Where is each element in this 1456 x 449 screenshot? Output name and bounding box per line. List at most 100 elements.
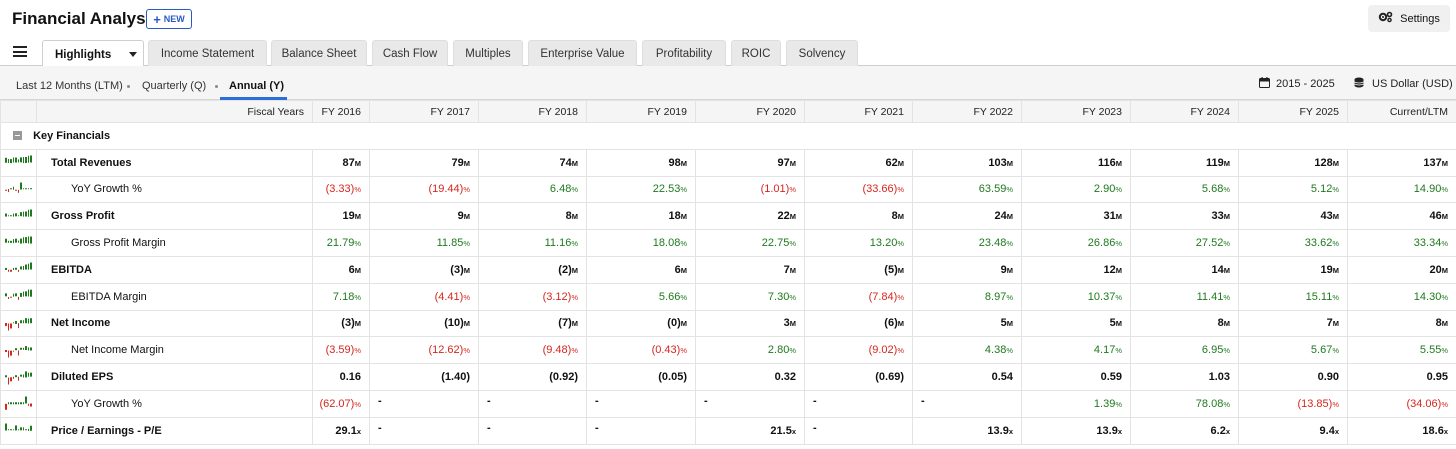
period-annual[interactable]: Annual (Y) — [229, 80, 284, 92]
unit-label: % — [1115, 346, 1122, 356]
column-header[interactable]: FY 2021 — [804, 100, 913, 123]
value-cell: (5)M — [804, 255, 913, 284]
unit-label: M — [571, 158, 578, 168]
table-row: Diluted EPS 0.16 (1.40) (0.92) (0.05) 0.32 (0.… — [0, 363, 1456, 391]
value-cell: 6.95% — [1130, 336, 1239, 365]
sparkline-cell[interactable] — [0, 148, 37, 177]
value-cell: 21.79% — [312, 229, 370, 257]
sparkline-cell[interactable] — [0, 389, 37, 418]
unit-label: M — [680, 158, 687, 168]
cell-value: 31 — [1103, 210, 1116, 223]
unit-label: % — [897, 292, 904, 302]
column-header[interactable]: FY 2024 — [1130, 100, 1239, 123]
sparkline-cell[interactable] — [0, 416, 37, 445]
unit-label: % — [1441, 346, 1448, 356]
cell-value: 13.20 — [869, 237, 898, 250]
cell-value: 7 — [1326, 317, 1333, 330]
sparkline-cell[interactable] — [0, 229, 37, 257]
value-cell: 0.54 — [912, 363, 1022, 391]
row-label: Total Revenues — [36, 148, 313, 177]
sparkline-cell[interactable] — [0, 175, 37, 204]
sparkline-icon — [5, 209, 32, 223]
unit-label: M — [463, 158, 470, 168]
column-header[interactable]: Current/LTM — [1347, 100, 1456, 123]
value-cell: (1.01)% — [695, 175, 805, 204]
cell-value: 5 — [1109, 317, 1116, 330]
column-header[interactable]: FY 2017 — [369, 100, 479, 123]
sparkline-header — [0, 100, 37, 123]
unit-label: M — [789, 158, 796, 168]
unit-label: % — [1006, 185, 1013, 195]
cell-value: 12 — [1103, 263, 1116, 276]
sparkline-cell[interactable] — [0, 255, 37, 284]
sparkline-cell[interactable] — [0, 309, 37, 338]
cell-value: 22 — [777, 210, 790, 223]
value-cell: 46M — [1347, 202, 1456, 231]
cell-value: 19 — [342, 210, 355, 223]
tab-enterprise-value[interactable]: Enterprise Value — [528, 40, 637, 67]
unit-label: % — [680, 185, 687, 195]
cell-value: 5.66 — [658, 290, 681, 303]
unit-label: % — [1441, 239, 1448, 249]
unit-label: % — [354, 185, 361, 195]
tab-income-statement[interactable]: Income Statement — [148, 40, 267, 67]
value-cell: 13.9x — [912, 416, 1022, 445]
column-header[interactable]: FY 2023 — [1021, 100, 1131, 123]
tab-solvency[interactable]: Solvency — [786, 40, 858, 67]
section-header[interactable]: Key Financials — [0, 122, 1456, 150]
unit-label: M — [897, 265, 904, 275]
date-range-selector[interactable]: 2015 - 2025 — [1259, 77, 1335, 91]
new-button[interactable]: + NEW — [146, 9, 192, 29]
cell-value: 1.39 — [1093, 397, 1116, 410]
period-quarterly[interactable]: Quarterly (Q) — [142, 80, 207, 92]
column-header[interactable]: FY 2020 — [695, 100, 805, 123]
value-cell: 0.90 — [1238, 363, 1348, 391]
unit-label: % — [1332, 185, 1339, 195]
period-ltm[interactable]: Last 12 Months (LTM) — [16, 80, 123, 92]
value-cell: (1.40) — [369, 363, 479, 391]
cell-value: 26.86 — [1087, 237, 1116, 250]
column-header[interactable]: FY 2018 — [478, 100, 587, 123]
tab-cash-flow[interactable]: Cash Flow — [372, 40, 448, 67]
cell-value: 18.6 — [1422, 424, 1444, 437]
settings-button[interactable]: Settings — [1368, 5, 1450, 32]
table-row: Price / Earnings - P/E 29.1x - - -21.5x -13.9… — [0, 416, 1456, 445]
value-cell: 5M — [1021, 309, 1131, 338]
sparkline-cell[interactable] — [0, 363, 37, 391]
tab-profitability[interactable]: Profitability — [642, 40, 726, 67]
cell-value: - — [487, 394, 491, 407]
currency-selector[interactable]: US Dollar (USD) — [1354, 77, 1453, 91]
cell-value: 8 — [565, 210, 572, 223]
column-header[interactable]: FY 2019 — [586, 100, 696, 123]
sparkline-icon — [5, 370, 32, 385]
value-cell: 116M — [1021, 148, 1131, 177]
unit-label: M — [1332, 319, 1339, 329]
separator-dot — [127, 85, 130, 88]
value-cell: 0.95 — [1347, 363, 1456, 391]
menu-icon[interactable] — [13, 46, 27, 57]
sparkline-cell[interactable] — [0, 202, 37, 231]
value-cell: 31M — [1021, 202, 1131, 231]
unit-label: M — [1441, 265, 1448, 275]
value-cell: 11.85% — [369, 229, 479, 257]
value-cell: 5.68% — [1130, 175, 1239, 204]
column-header[interactable]: FY 2022 — [912, 100, 1022, 123]
collapse-icon[interactable] — [13, 131, 22, 141]
cell-value: - — [921, 394, 925, 407]
cell-value: - — [378, 394, 382, 407]
tab-roic[interactable]: ROIC — [731, 40, 781, 67]
unit-label: % — [354, 399, 361, 409]
unit-label: % — [571, 185, 578, 195]
sparkline-cell[interactable] — [0, 336, 37, 365]
column-header[interactable]: FY 2016 — [312, 100, 370, 123]
tab-balance-sheet[interactable]: Balance Sheet — [271, 40, 367, 67]
tab-multiples[interactable]: Multiples — [453, 40, 523, 67]
tab-highlights[interactable]: Highlights — [42, 40, 144, 68]
cell-value: 8 — [1435, 317, 1442, 330]
cell-value: 0.90 — [1317, 371, 1339, 384]
sparkline-cell[interactable] — [0, 282, 37, 311]
unit-label: M — [1223, 265, 1230, 275]
cell-value: (0.92) — [549, 371, 578, 384]
unit-label: M — [1223, 212, 1230, 222]
column-header[interactable]: FY 2025 — [1238, 100, 1348, 123]
